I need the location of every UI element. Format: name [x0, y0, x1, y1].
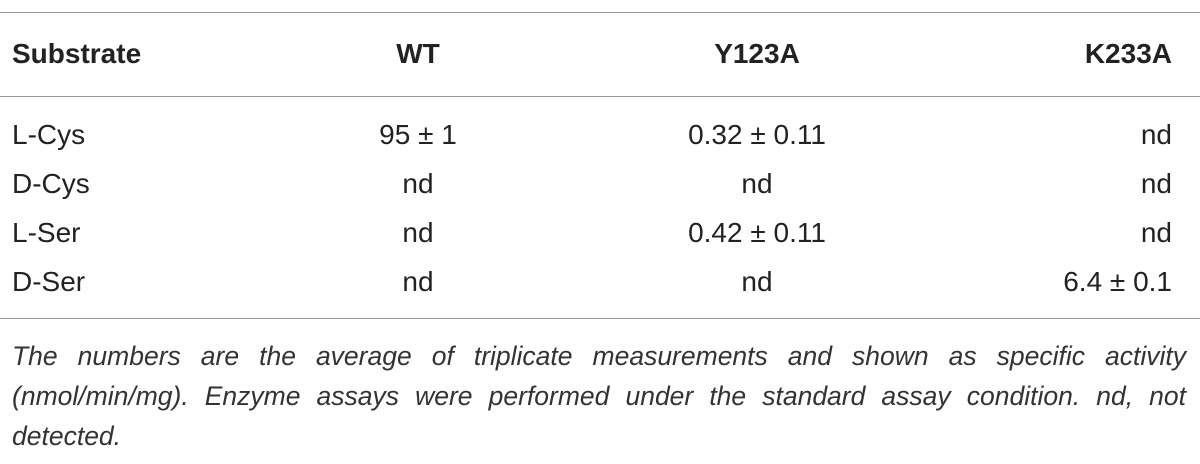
header-cell: Substrate: [12, 38, 142, 69]
header-rule: [0, 96, 1200, 97]
row-label: D-Ser: [12, 266, 86, 297]
table-cell: nd: [1140, 217, 1172, 248]
row-label: L-Ser: [12, 217, 81, 248]
header-cell: K233A: [1084, 38, 1172, 69]
header-cell: Y123A: [714, 38, 800, 69]
table-cell: nd: [402, 168, 434, 199]
header-cell: WT: [396, 38, 440, 69]
table-cell: nd: [1140, 168, 1172, 199]
table-cell: 0.42 ± 0.11: [688, 217, 826, 248]
row-label: D-Cys: [12, 168, 90, 199]
table-cell: nd: [741, 266, 773, 297]
table-cell: nd: [402, 266, 434, 297]
table-cell: 0.32 ± 0.11: [688, 119, 826, 150]
footnote: The numbers are the average of triplicat…: [12, 341, 1186, 451]
row-label: L-Cys: [12, 119, 86, 150]
table-cell: nd: [402, 217, 434, 248]
table-cell: 6.4 ± 0.1: [1063, 266, 1172, 297]
table-cell: 95 ± 1: [379, 119, 457, 150]
bottom-rule: [0, 318, 1200, 319]
top-rule: [0, 12, 1200, 13]
table-cell: nd: [741, 168, 773, 199]
table-cell: nd: [1140, 119, 1172, 150]
